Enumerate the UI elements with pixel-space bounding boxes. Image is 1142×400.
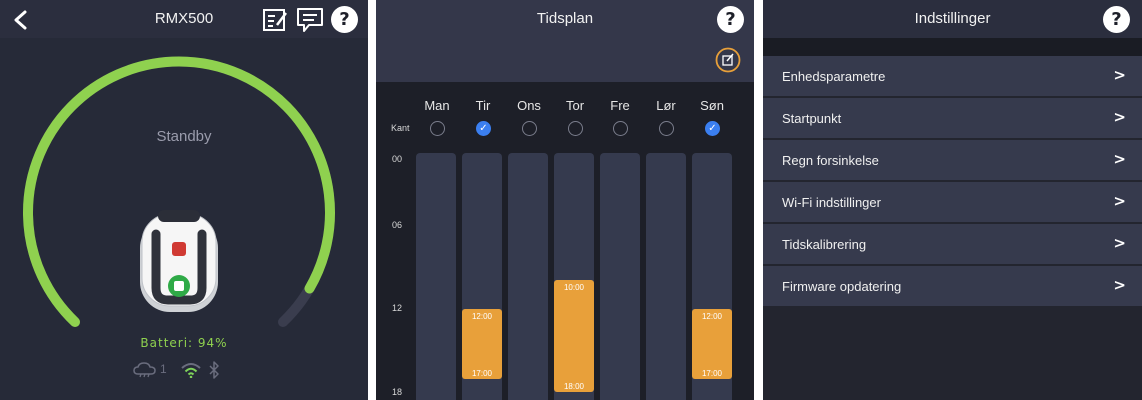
mower-status: Standby [156, 128, 212, 145]
settings-item-label: Tidskalibrering [782, 237, 867, 252]
block-end-time: 18:00 [563, 382, 585, 391]
settings-top-bar: Indstillinger ? [763, 0, 1142, 38]
settings-item-label: Wi-Fi indstillinger [782, 195, 881, 210]
message-icon[interactable] [296, 6, 324, 34]
day-column-tir[interactable]: 12:00 17:00 [462, 153, 502, 400]
hour-label: 18 [392, 387, 403, 397]
block-end-time: 17:00 [471, 369, 493, 378]
settings-item-startpunkt[interactable]: Startpunkt > [763, 98, 1142, 139]
help-icon[interactable]: ? [1103, 6, 1130, 33]
day-label-tir: Tir [475, 98, 491, 113]
chevron-right-icon: > [1113, 150, 1126, 168]
hour-label: 00 [392, 154, 403, 164]
settings-title: Indstillinger [914, 10, 991, 27]
settings-item-firmware[interactable]: Firmware opdatering > [763, 266, 1142, 307]
settings-item-wifi[interactable]: Wi-Fi indstillinger > [763, 182, 1142, 223]
battery-label: Batteri: 94% [140, 336, 228, 350]
settings-item-label: Regn forsinkelse [782, 153, 879, 168]
settings-item-enhedsparametre[interactable]: Enhedsparametre > [763, 56, 1142, 97]
schedule-top-bar: Tidsplan ? [376, 0, 754, 38]
bluetooth-icon [208, 361, 220, 384]
mower-image [140, 210, 218, 312]
chevron-right-icon: > [1113, 66, 1126, 84]
wifi-icon [181, 362, 201, 383]
settings-item-regn-forsinkelse[interactable]: Regn forsinkelse > [763, 140, 1142, 181]
battery-gauge [23, 56, 335, 327]
settings-item-label: Startpunkt [782, 111, 842, 126]
schedule-block[interactable]: 12:00 17:00 [692, 309, 732, 379]
day-label-fre: Fre [610, 98, 630, 113]
block-start-time: 12:00 [701, 312, 723, 321]
chevron-right-icon: > [1113, 234, 1126, 252]
help-icon[interactable]: ? [717, 6, 744, 33]
day-label-tor: Tor [565, 98, 585, 113]
day-column-ons[interactable] [508, 153, 548, 400]
kant-radio-tir[interactable]: ✓ [476, 121, 491, 136]
status-top-bar: RMX500 ? [0, 0, 368, 38]
chevron-right-icon: > [1113, 276, 1126, 294]
settings-item-label: Enhedsparametre [782, 69, 886, 84]
hour-label: 12 [392, 303, 403, 313]
settings-item-label: Firmware opdatering [782, 279, 902, 294]
chevron-right-icon: > [1113, 192, 1126, 210]
schedule-screen: Tidsplan ? Kant Man Tir Ons Tor Fre Lør … [376, 0, 754, 400]
schedule-block[interactable]: 12:00 17:00 [462, 309, 502, 379]
device-title: RMX500 [154, 10, 214, 27]
day-label-man: Man [424, 98, 450, 113]
schedule-subheader [376, 38, 754, 82]
kant-radio-son[interactable]: ✓ [705, 121, 720, 136]
hour-label: 06 [392, 220, 403, 230]
kant-radio-lor[interactable] [659, 121, 674, 136]
status-screen: RMX500 ? Standby Batteri: 94% 1 [0, 0, 368, 400]
day-label-lor: Lør [656, 98, 676, 113]
block-start-time: 12:00 [471, 312, 493, 321]
cloud-count: 1 [160, 362, 167, 376]
kant-radio-fre[interactable] [613, 121, 628, 136]
kant-radio-ons[interactable] [522, 121, 537, 136]
help-icon[interactable]: ? [331, 6, 358, 33]
day-column-tor[interactable]: 10:00 18:00 [554, 153, 594, 400]
edit-list-icon[interactable] [262, 7, 288, 33]
block-start-time: 10:00 [563, 283, 585, 292]
day-column-fre[interactable] [600, 153, 640, 400]
settings-screen: Indstillinger ? Enhedsparametre > Startp… [763, 0, 1142, 400]
block-end-time: 17:00 [701, 369, 723, 378]
back-chevron-icon[interactable] [10, 9, 32, 31]
day-column-man[interactable] [416, 153, 456, 400]
day-label-ons: Ons [517, 98, 541, 113]
chevron-right-icon: > [1113, 108, 1126, 126]
schedule-block[interactable]: 10:00 18:00 [554, 280, 594, 392]
settings-spacer [763, 38, 1142, 56]
day-label-son: Søn [700, 98, 724, 113]
kant-radio-man[interactable] [430, 121, 445, 136]
day-column-son[interactable]: 12:00 17:00 [692, 153, 732, 400]
day-column-lor[interactable] [646, 153, 686, 400]
edit-schedule-icon[interactable] [715, 47, 741, 73]
settings-item-tidskalibrering[interactable]: Tidskalibrering > [763, 224, 1142, 265]
kant-radio-tor[interactable] [568, 121, 583, 136]
kant-label: Kant [391, 123, 410, 133]
battery-gauge-fill [23, 56, 335, 327]
cloud-icon [133, 362, 157, 383]
schedule-title: Tidsplan [536, 10, 594, 27]
